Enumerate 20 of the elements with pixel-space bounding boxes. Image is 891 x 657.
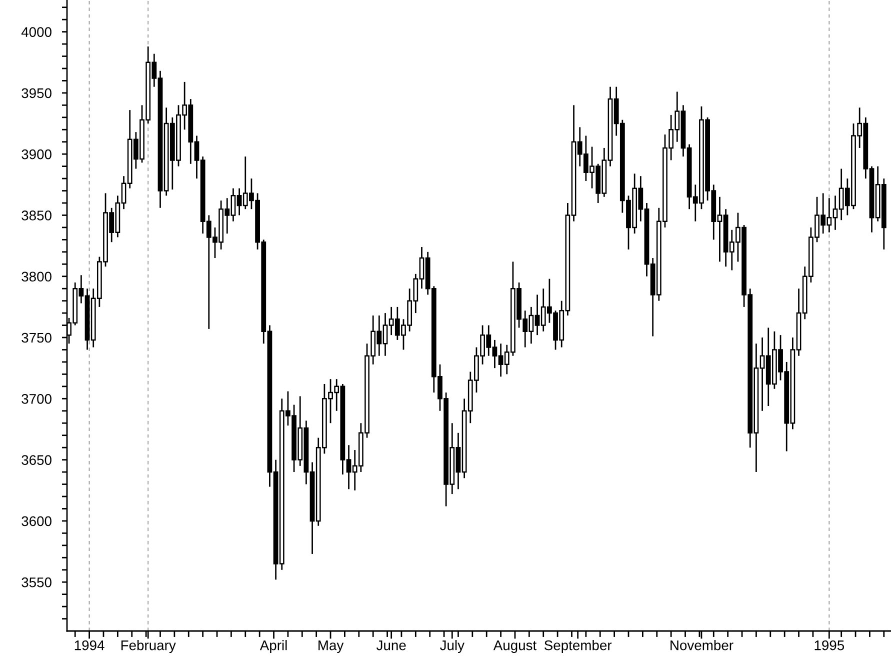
y-tick-label: 3600 bbox=[22, 516, 52, 526]
y-tick-label: 3900 bbox=[22, 149, 52, 160]
x-tick-label: April bbox=[260, 640, 287, 653]
x-tick-label: 1995 bbox=[814, 640, 844, 650]
y-tick-label: 3650 bbox=[22, 455, 52, 465]
y-tick-label: 4000 bbox=[21, 27, 52, 37]
x-tick-label: February bbox=[121, 640, 176, 653]
x-tick-label: May bbox=[318, 640, 344, 653]
x-tick-label: July bbox=[440, 640, 464, 653]
y-tick-label: 3950 bbox=[22, 88, 52, 98]
x-tick-label: 1994 bbox=[74, 640, 104, 650]
y-tick-label: 3750 bbox=[22, 332, 52, 343]
x-tick-label: June bbox=[376, 640, 406, 650]
y-tick-label: 3850 bbox=[22, 210, 52, 220]
x-tick-label: September bbox=[544, 640, 612, 653]
x-tick-label: November bbox=[670, 640, 734, 650]
x-tick-label: August bbox=[493, 640, 536, 653]
y-tick-label: 3800 bbox=[22, 272, 52, 282]
y-tick-label: 3550 bbox=[22, 577, 52, 588]
y-tick-label: 3700 bbox=[22, 394, 52, 404]
